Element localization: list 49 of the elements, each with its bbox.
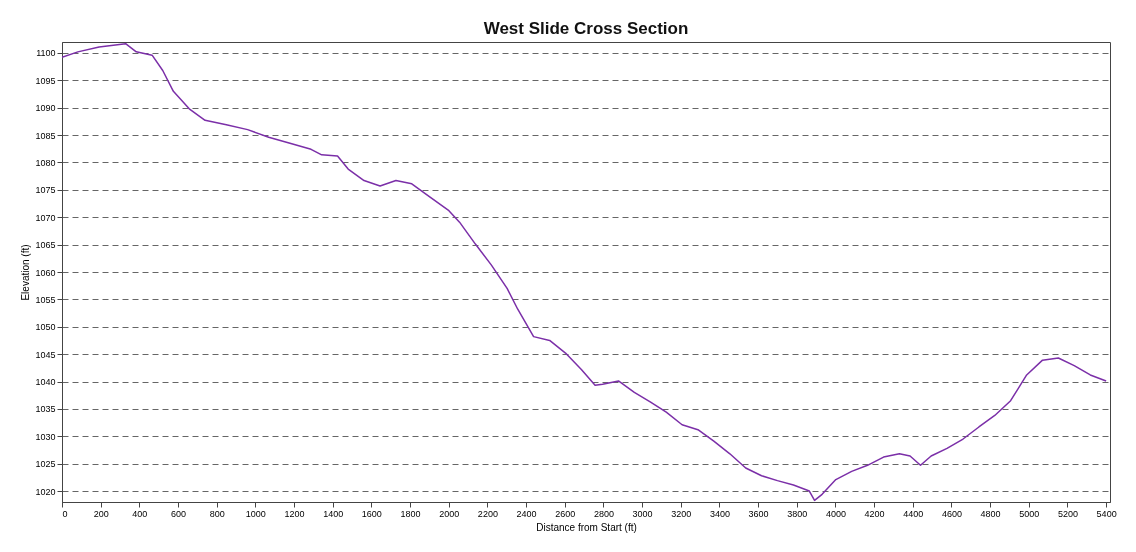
x-tick-label: 3400 <box>709 508 730 519</box>
x-tick-label: 3600 <box>748 508 769 519</box>
y-tick-label: 1095 <box>35 75 56 86</box>
x-tick-label: 200 <box>93 508 109 519</box>
y-tick-label: 1070 <box>35 212 56 223</box>
x-tick-label: 2400 <box>516 508 537 519</box>
y-tick-label: 1020 <box>35 486 56 497</box>
x-tick-label: 4000 <box>825 508 846 519</box>
x-tick-label: 3800 <box>787 508 808 519</box>
y-tick-label: 1075 <box>35 185 56 196</box>
x-tick-label: 1600 <box>361 508 382 519</box>
x-tick-label: 4800 <box>980 508 1001 519</box>
x-tick-label: 800 <box>209 508 225 519</box>
x-tick-label: 4400 <box>903 508 924 519</box>
x-tick-label: 3200 <box>671 508 692 519</box>
line-series <box>62 42 1107 502</box>
y-tick-label: 1080 <box>35 157 56 168</box>
y-tick-label: 1060 <box>35 267 56 278</box>
y-tick-label: 1040 <box>35 377 56 388</box>
y-tick-label: 1085 <box>35 130 56 141</box>
y-tick-label: 1035 <box>35 404 56 415</box>
x-tick-label: 400 <box>132 508 148 519</box>
y-tick-label: 1100 <box>36 48 56 59</box>
x-tick-label: 1000 <box>245 508 266 519</box>
x-axis-title: Distance from Start (ft) <box>536 521 637 533</box>
y-tick-label: 1045 <box>35 349 56 360</box>
y-tick-label: 1090 <box>35 103 56 114</box>
y-axis-title: Elevation (ft) <box>20 244 32 301</box>
y-tick-label: 1030 <box>35 431 56 442</box>
x-tick-label: 5000 <box>1019 508 1040 519</box>
x-tick-label: 600 <box>171 508 187 519</box>
x-tick-label: 2800 <box>593 508 614 519</box>
x-tick-label: 3000 <box>632 508 653 519</box>
y-tick-label: 1055 <box>35 294 56 305</box>
x-tick-label: 1200 <box>284 508 305 519</box>
chart-title: West Slide Cross Section <box>483 19 689 38</box>
y-tick-label: 1065 <box>35 240 56 251</box>
x-tick-label: 0 <box>62 508 68 519</box>
x-tick-label: 1400 <box>323 508 344 519</box>
y-tick-label: 1025 <box>35 459 56 470</box>
x-tick-label: 4600 <box>941 508 962 519</box>
x-tick-label: 2200 <box>477 508 498 519</box>
x-tick-label: 4200 <box>864 508 885 519</box>
x-tick-label: 5400 <box>1096 508 1117 519</box>
y-tick-label: 1050 <box>35 322 56 333</box>
x-tick-label: 2600 <box>555 508 576 519</box>
x-tick-label: 1800 <box>400 508 421 519</box>
x-tick-label: 5200 <box>1057 508 1078 519</box>
x-tick-label: 2000 <box>439 508 460 519</box>
